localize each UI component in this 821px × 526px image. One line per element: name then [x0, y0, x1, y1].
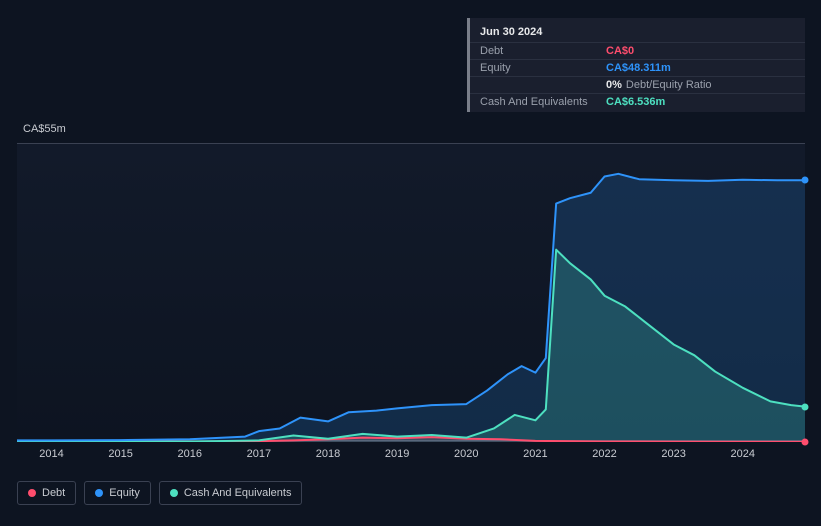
x-axis-tick-label: 2023: [661, 448, 685, 460]
x-axis-tick-label: 2021: [523, 448, 547, 460]
y-axis-max-label: CA$55m: [23, 123, 66, 135]
legend-label: Debt: [42, 487, 65, 499]
x-axis-tick-label: 2018: [316, 448, 340, 460]
legend-dot: [28, 489, 36, 497]
tooltip-value: CA$6.536m: [606, 96, 665, 108]
tooltip-ratio-pct: 0%: [606, 79, 622, 91]
chart-plot-area[interactable]: [17, 143, 805, 441]
series-end-dot: [802, 177, 809, 184]
x-axis-tick-label: 2017: [247, 448, 271, 460]
tooltip-value: CA$0: [606, 45, 634, 57]
tooltip-panel: Jun 30 2024 DebtCA$0EquityCA$48.311m0%De…: [467, 18, 805, 112]
chart-container: Jun 30 2024 DebtCA$0EquityCA$48.311m0%De…: [0, 0, 821, 526]
legend-item-cash-and-equivalents[interactable]: Cash And Equivalents: [159, 481, 303, 505]
series-end-dot: [802, 403, 809, 410]
x-axis-tick-label: 2014: [39, 448, 63, 460]
legend-item-debt[interactable]: Debt: [17, 481, 76, 505]
legend-item-equity[interactable]: Equity: [84, 481, 151, 505]
tooltip-ratio: 0% Debt/Equity Ratio: [606, 79, 712, 91]
x-axis-tick-label: 2019: [385, 448, 409, 460]
tooltip-row: 0% Debt/Equity Ratio: [470, 77, 805, 94]
tooltip-row: EquityCA$48.311m: [470, 60, 805, 77]
x-axis-tick-label: 2024: [731, 448, 755, 460]
chart-svg: [17, 144, 805, 442]
tooltip-date: Jun 30 2024: [470, 24, 805, 43]
tooltip-label: Cash And Equivalents: [480, 96, 606, 108]
tooltip-label: Equity: [480, 62, 606, 74]
tooltip-row: DebtCA$0: [470, 43, 805, 60]
legend: Debt Equity Cash And Equivalents: [17, 481, 302, 505]
tooltip-row: Cash And EquivalentsCA$6.536m: [470, 94, 805, 110]
legend-label: Equity: [109, 487, 140, 499]
x-axis-tick-label: 2015: [108, 448, 132, 460]
tooltip-label: Debt: [480, 45, 606, 57]
tooltip-ratio-text: Debt/Equity Ratio: [626, 79, 712, 91]
x-axis-tick-label: 2016: [178, 448, 202, 460]
tooltip-value: CA$48.311m: [606, 62, 671, 74]
x-axis-tick-label: 2020: [454, 448, 478, 460]
tooltip-label: [480, 79, 606, 91]
legend-label: Cash And Equivalents: [184, 487, 292, 499]
x-axis-tick-label: 2022: [592, 448, 616, 460]
legend-dot: [95, 489, 103, 497]
x-axis-labels: 2014 2015 2016 2017 2018 2019 2020 2021 2022 2023…: [17, 448, 805, 464]
series-end-dot: [802, 438, 809, 445]
legend-dot: [170, 489, 178, 497]
